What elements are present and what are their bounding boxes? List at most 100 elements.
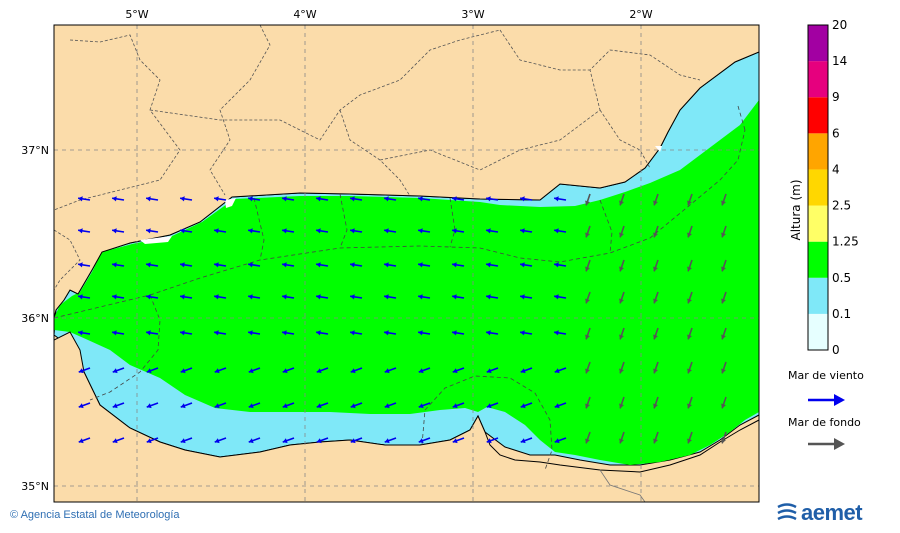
wave-arrow [384, 367, 397, 374]
wave-arrow [520, 262, 533, 268]
wave-arrow [418, 294, 431, 300]
wave-arrow [316, 437, 329, 444]
wave-arrow [282, 294, 295, 300]
spanish-coast [54, 25, 759, 319]
wave-arrow [180, 330, 193, 336]
wave-arrow [248, 262, 261, 268]
lat-label: 35°N [21, 480, 49, 493]
wave-arrow [554, 402, 567, 409]
wave-arrow [384, 262, 397, 268]
colorbar-tick-label: 6 [832, 126, 840, 140]
wave-arrow [180, 262, 193, 268]
wave-arrow [554, 228, 567, 234]
wave-arrow [146, 402, 159, 409]
lon-ticks: 5°W 4°W 3°W 2°W [125, 8, 652, 21]
wave-arrow [350, 437, 363, 444]
wave-arrows [78, 193, 727, 444]
colorbar-segment [808, 61, 828, 98]
wave-arrow [316, 402, 329, 409]
wave-arrow [452, 367, 465, 374]
wave-arrow [486, 402, 499, 409]
lon-label: 2°W [629, 8, 652, 21]
wave-arrow [554, 437, 567, 444]
african-coast [54, 331, 759, 502]
wave-arrow [282, 330, 295, 336]
wave-arrow [721, 396, 727, 409]
colorbar-tick-label: 0 [832, 343, 840, 357]
colorbar-tick-label: 2.5 [832, 199, 851, 213]
wave-arrow [316, 294, 329, 300]
wave-arrow [687, 193, 693, 206]
wave-arrow [316, 367, 329, 374]
wave-arrow [214, 402, 227, 409]
colorbar-segment [808, 277, 828, 314]
wave-arrow [78, 228, 91, 234]
colorbar-segment [808, 241, 828, 278]
credit-text: © Agencia Estatal de Meteorología [10, 509, 180, 521]
wind-sea-label: Mar de viento [788, 369, 864, 382]
wave-arrow [180, 402, 193, 409]
lat-label: 37°N [21, 144, 49, 157]
aemet-logo-icon [777, 503, 797, 521]
wave-arrow [687, 431, 693, 444]
wave-arrow [214, 437, 227, 444]
wave-arrow [520, 367, 533, 374]
wave-arrow [180, 228, 193, 234]
zone-borders [54, 105, 746, 471]
graticule [54, 25, 759, 502]
wave-arrow [78, 330, 91, 336]
wave-arrow [418, 367, 431, 374]
wave-arrow [619, 361, 625, 374]
wave-arrow [486, 196, 499, 202]
wave-arrow [653, 259, 659, 272]
wave-arrow [350, 262, 363, 268]
wave-arrow [214, 367, 227, 374]
wave-arrow [248, 330, 261, 336]
wave-arrow [78, 437, 91, 444]
wave-arrow [316, 228, 329, 234]
wave-arrow [248, 196, 261, 202]
wave-arrow [452, 437, 465, 444]
wave-arrow [146, 294, 159, 300]
wave-arrow [146, 228, 159, 234]
wave-arrow [585, 327, 591, 340]
wave-arrow [350, 330, 363, 336]
wave-arrow [146, 262, 159, 268]
colorbar-tick-label: 9 [832, 90, 840, 104]
svg-text:Altura (m): Altura (m) [789, 179, 803, 240]
wave-arrow [452, 262, 465, 268]
wave-arrow [384, 402, 397, 409]
wave-arrow [384, 330, 397, 336]
wave-arrow [418, 402, 431, 409]
wave-arrow [619, 259, 625, 272]
wave-arrow [214, 262, 227, 268]
wave-arrow [585, 291, 591, 304]
wave-arrow [384, 228, 397, 234]
colorbar-segment [808, 205, 828, 242]
copyright-icon: © [10, 509, 19, 521]
lon-label: 5°W [125, 8, 148, 21]
wave-arrow [619, 291, 625, 304]
wave-arrow [721, 431, 727, 444]
wave-arrow [585, 225, 591, 238]
wave-arrow [585, 193, 591, 206]
wave-arrow [248, 228, 261, 234]
wave-arrow [248, 437, 261, 444]
wave-arrow [520, 330, 533, 336]
colorbar-tick-label: 0.1 [832, 307, 851, 321]
wave-arrow [687, 291, 693, 304]
wave-arrow [486, 228, 499, 234]
wave-arrow [653, 225, 659, 238]
wave-arrow [214, 330, 227, 336]
lat-ticks: 37°N 36°N 35°N [21, 144, 49, 493]
wave-arrow [721, 327, 727, 340]
wave-arrow [78, 367, 91, 374]
wave-arrow [418, 228, 431, 234]
wave-arrow [653, 361, 659, 374]
colorbar-segment [808, 169, 828, 206]
wave-arrow [619, 431, 625, 444]
wave-arrow [721, 259, 727, 272]
wave-arrow [687, 361, 693, 374]
wave-arrow [486, 262, 499, 268]
wave-arrow [520, 437, 533, 444]
